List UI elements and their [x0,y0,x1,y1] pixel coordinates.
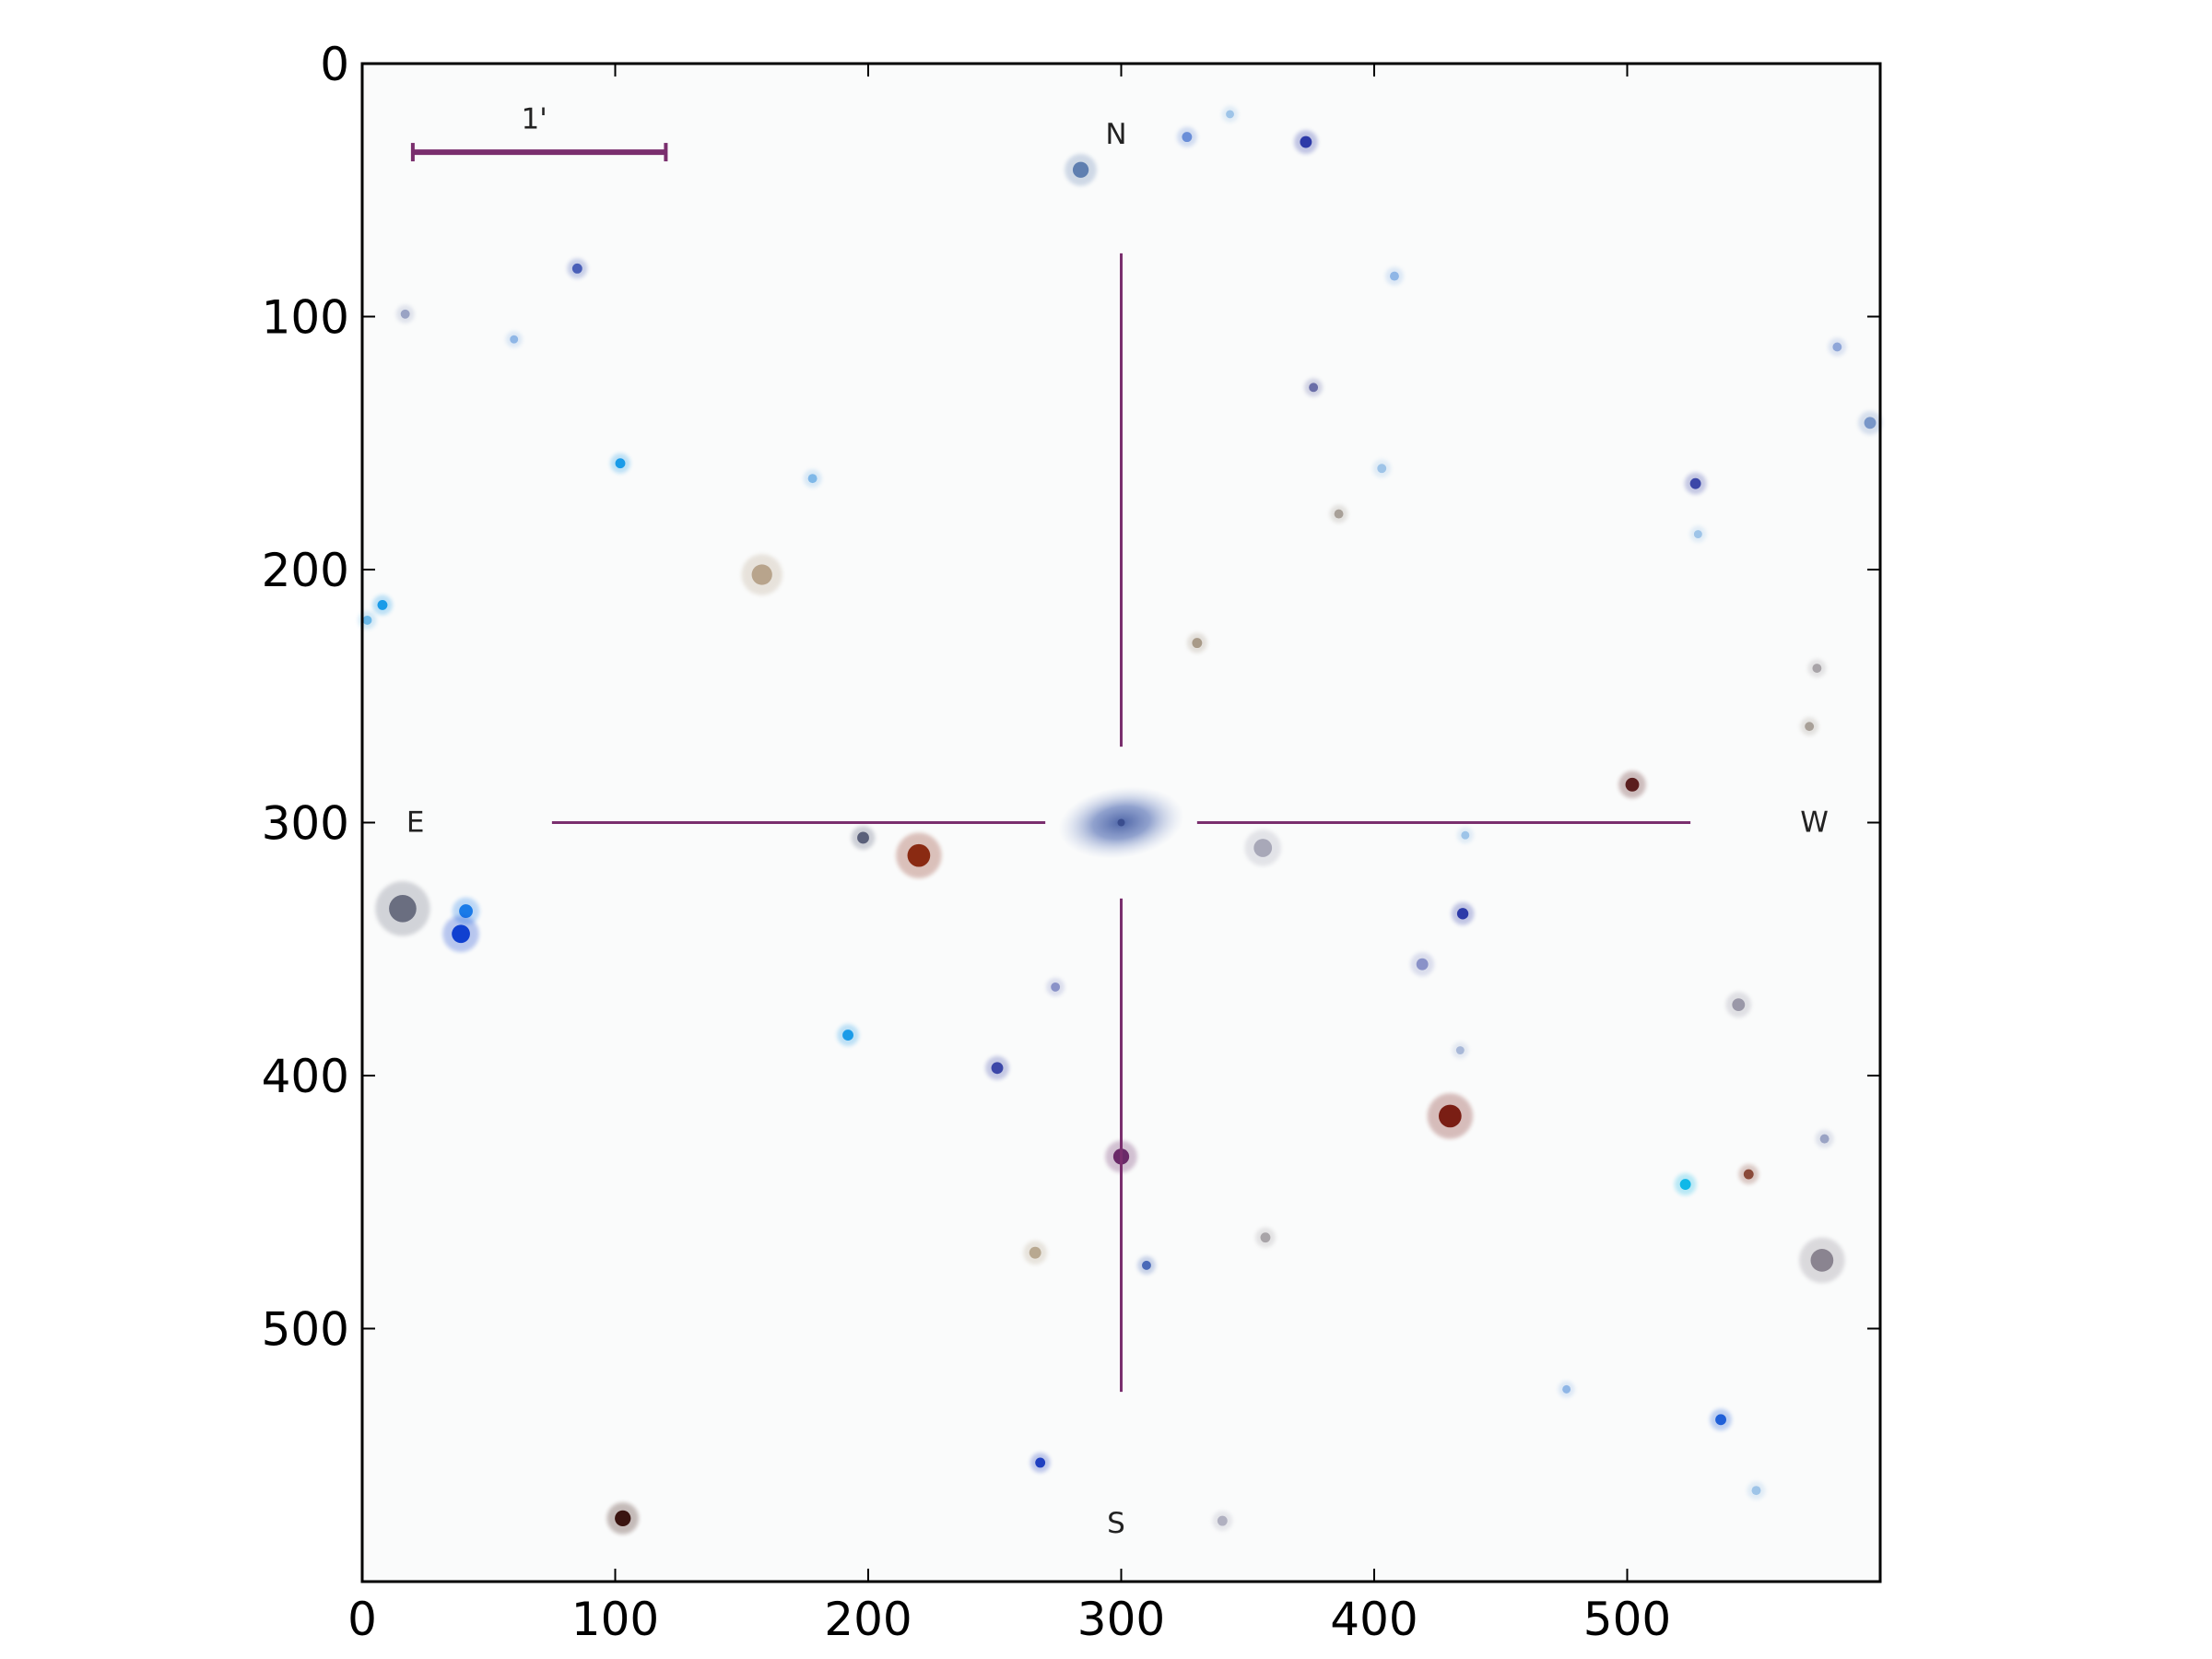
east-label: E [406,806,425,840]
scale-bar-label: 1' [522,102,547,135]
finder-overlay [410,143,1691,1393]
north-label: N [1105,118,1126,151]
star [1142,1260,1151,1270]
axis-ticks: 0 100 200 300 400 500 0 100 200 300 400 500 [262,38,1880,1646]
star [362,615,372,625]
star [615,458,626,469]
star [1309,382,1319,393]
star [1715,1414,1726,1426]
star [1689,477,1701,489]
y-tick-label: 0 [320,38,349,91]
star [1260,1232,1271,1243]
star [1461,830,1470,840]
star [807,474,818,484]
y-tick-label: 200 [262,544,349,597]
star [1455,1046,1465,1054]
x-tick-label: 400 [1330,1593,1418,1646]
star [991,1062,1004,1075]
star [1693,530,1702,539]
star [842,1030,853,1041]
star [1751,1486,1761,1496]
star [1416,958,1429,971]
x-tick-label: 500 [1583,1593,1671,1646]
star-field [358,106,1882,1535]
star [857,831,869,844]
south-label: S [1107,1507,1125,1540]
star [1182,132,1193,143]
star [1743,1169,1754,1180]
star [389,895,417,923]
star [510,335,519,344]
star [1051,982,1061,992]
star [1805,722,1815,732]
star [1832,342,1842,352]
x-tick-label: 0 [347,1593,377,1646]
star [1679,1179,1691,1190]
star [459,904,473,918]
star [452,924,470,944]
x-tick-label: 200 [824,1593,912,1646]
star [615,1510,631,1527]
star [1217,1515,1228,1526]
star [1819,1134,1830,1144]
star [1377,464,1387,474]
x-tick-label: 300 [1077,1593,1165,1646]
y-tick-label: 300 [262,797,349,851]
y-tick-label: 100 [262,291,349,345]
star [1226,110,1234,119]
star [1562,1384,1571,1394]
star [1035,1457,1046,1468]
star [1253,839,1273,857]
star [1864,417,1877,429]
star [1732,998,1746,1012]
star [1192,638,1203,649]
west-label: W [1800,806,1829,840]
y-tick-label: 400 [262,1050,349,1103]
star [1029,1246,1041,1259]
star [1300,135,1312,148]
star [1625,777,1640,792]
star [1072,161,1089,178]
star [1334,509,1344,519]
star [751,564,772,585]
star [400,309,410,319]
star [1456,908,1469,920]
star [571,263,582,274]
target-galaxy-core [1117,818,1125,827]
star [907,843,931,867]
star [1390,271,1399,281]
star [377,599,388,610]
star [1812,664,1822,673]
x-tick-label: 100 [571,1593,659,1646]
star [1810,1249,1834,1272]
star [1438,1104,1462,1128]
y-tick-label: 500 [262,1303,349,1357]
